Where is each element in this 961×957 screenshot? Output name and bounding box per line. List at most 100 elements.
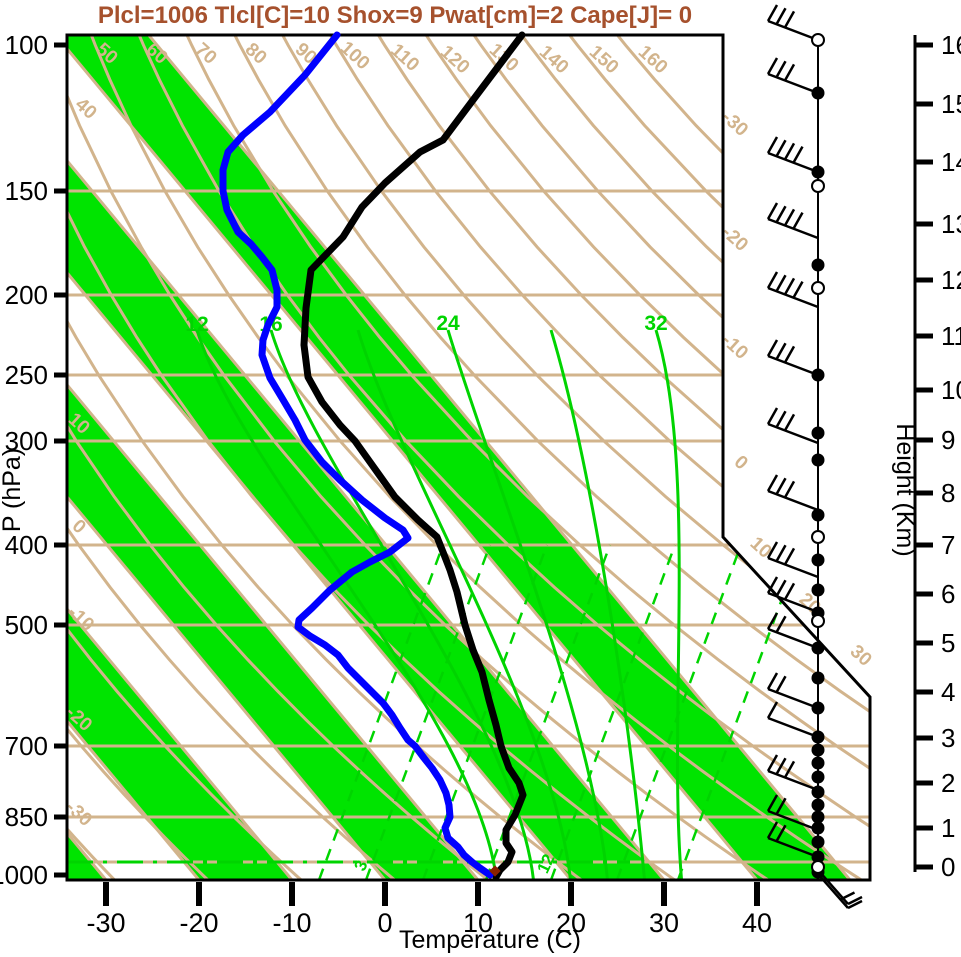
barb-tick — [775, 615, 787, 633]
dry-adiabat-line — [411, 35, 870, 880]
barb-tick — [792, 280, 804, 299]
line-value-label: 140 — [535, 42, 573, 79]
pressure-tick-label: 250 — [5, 360, 48, 390]
station-dot-filled — [811, 850, 825, 864]
height-tick-label: 7 — [941, 530, 955, 560]
sounding-profiles — [219, 31, 527, 881]
green-band — [67, 35, 478, 880]
pressure-tick-label: 200 — [5, 280, 48, 310]
temperature-tick-label: 10 — [463, 908, 493, 938]
dry-adiabat-line — [506, 35, 870, 880]
barb-tick — [792, 211, 804, 230]
height-tick-label: 16 — [941, 30, 961, 60]
height-tick-label: 3 — [941, 723, 955, 753]
line-value-label: 40 — [71, 94, 101, 124]
dry-adiabat-line — [67, 35, 605, 880]
barb-tick — [783, 413, 796, 432]
station-dot-filled — [811, 821, 825, 835]
mixing-ratio-line — [317, 544, 445, 880]
temperature-tick-label: 0 — [377, 908, 392, 938]
line-value-label: 0 — [730, 452, 752, 475]
temperature-axis-title: Temperature (C) — [399, 926, 581, 954]
wind-barb — [766, 202, 819, 240]
station-dot-filled — [811, 701, 825, 715]
station-dot-filled — [811, 453, 825, 467]
wind-barb — [766, 4, 819, 42]
station-dot-filled — [811, 165, 825, 179]
line-value-label: 70 — [191, 39, 221, 69]
station-dot-filled — [811, 641, 825, 655]
barb-tick — [775, 7, 787, 25]
barb-tick — [766, 576, 779, 594]
station-dot-open — [811, 281, 825, 295]
height-tick-label: 9 — [941, 425, 955, 455]
line-value-label: 160 — [634, 42, 672, 79]
station-dot-open — [811, 179, 825, 193]
station-dot-open — [811, 614, 825, 628]
dry-adiabat-line — [364, 35, 870, 880]
dry-adiabat-line — [67, 35, 416, 880]
barb-tick — [766, 474, 779, 492]
pressure-tick-label: 500 — [5, 610, 48, 640]
barb-shaft — [767, 354, 819, 377]
barb-tick — [766, 271, 779, 289]
station-dot-filled — [811, 798, 825, 812]
barb-tick — [783, 10, 796, 29]
station-dot-filled — [811, 743, 825, 757]
isotherm-line — [67, 35, 480, 880]
barb-shaft — [767, 809, 819, 832]
barb-tick — [766, 821, 779, 839]
pressure-tick-label: 300 — [5, 426, 48, 456]
wind-barb — [766, 541, 819, 579]
station-dot-filled — [811, 810, 825, 824]
line-value-label: 24 — [436, 312, 460, 335]
isotherm-line — [67, 35, 759, 880]
barb-shaft — [767, 217, 819, 240]
height-tick-label: 13 — [941, 209, 961, 239]
station-dot-open — [811, 530, 825, 544]
barb-tick — [783, 480, 796, 499]
temperature-tick-label: -10 — [272, 908, 311, 938]
height-tick-label: 1 — [941, 813, 955, 843]
dry-adiabat-line — [176, 35, 870, 880]
barb-tick — [783, 63, 796, 82]
barb-shaft — [767, 836, 819, 859]
mixing-ratio-line — [421, 544, 549, 880]
barb-tick — [766, 612, 779, 630]
wind-barb — [766, 576, 819, 614]
moist-adiabat-line — [195, 329, 499, 880]
barb-tick — [766, 202, 779, 220]
barb-tick — [775, 797, 787, 815]
temperature-tick-label: 20 — [556, 908, 586, 938]
barb-tick — [775, 410, 787, 428]
line-value-label: 150 — [585, 42, 623, 79]
line-value-label: 32 — [644, 312, 667, 335]
barb-shaft — [767, 422, 819, 445]
height-tick-label: 6 — [941, 579, 955, 609]
temperature-tick-label: 30 — [649, 908, 679, 938]
dry-adiabat-line — [129, 35, 870, 880]
barb-shaft — [767, 19, 819, 42]
line-value-label: 30 — [846, 641, 876, 671]
moist-adiabat-line — [654, 329, 684, 880]
dewpoint-curve — [219, 31, 494, 879]
station-dot-filled — [811, 426, 825, 440]
barb-tick — [775, 579, 787, 597]
barb-tick — [766, 407, 779, 425]
barb-tick — [783, 760, 796, 779]
height-tick-label: 2 — [941, 768, 955, 798]
barb-shaft — [767, 556, 819, 579]
barb-tick — [783, 582, 796, 601]
moist-adiabat-line — [446, 329, 610, 880]
dry-adiabat-line — [458, 35, 870, 880]
station-dot-filled — [811, 508, 825, 522]
barb-tick — [783, 547, 796, 566]
line-value-label: 12 — [185, 313, 208, 336]
isotherm-line — [67, 35, 201, 880]
barb-shaft — [767, 286, 819, 309]
mixing-ratio-line — [364, 544, 492, 880]
barb-tick — [766, 794, 779, 812]
height-tick-label: 11 — [941, 321, 961, 351]
barb-tick — [766, 701, 779, 719]
pressure-axis-title: P (hPa) — [0, 448, 26, 532]
